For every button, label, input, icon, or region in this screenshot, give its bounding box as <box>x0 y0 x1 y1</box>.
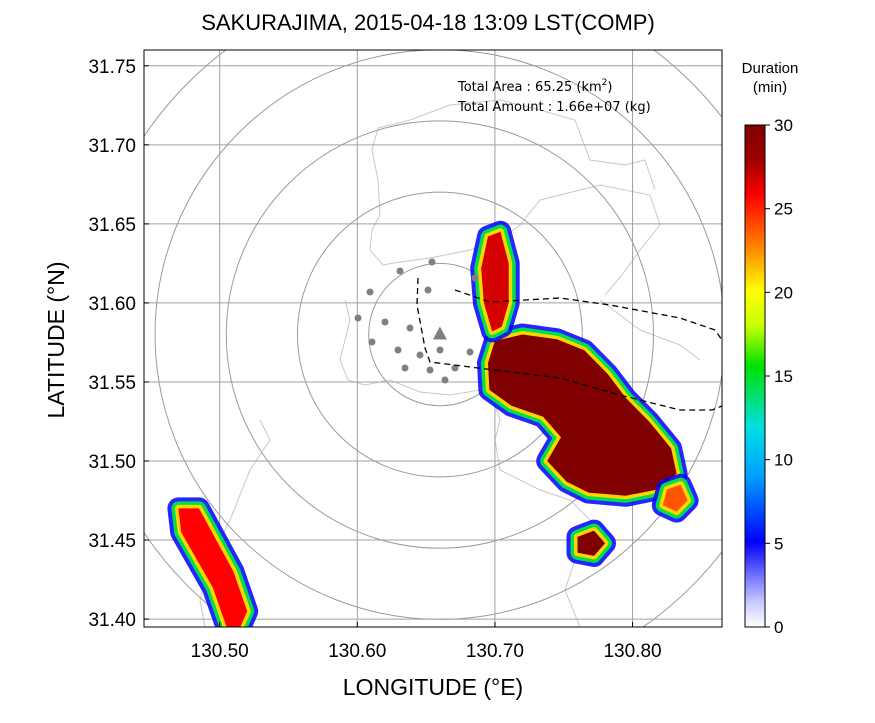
station-dot <box>368 338 376 346</box>
station-dot <box>401 364 409 372</box>
colorbar-tick-label: 5 <box>774 534 783 553</box>
deposit-east-cell <box>662 484 688 512</box>
deposit-south-cell <box>577 530 605 556</box>
colorbar-tick-label: 0 <box>774 618 783 637</box>
y-tick-label: 31.40 <box>88 610 136 631</box>
station-dot <box>354 314 362 322</box>
y-tick-label: 31.65 <box>88 215 136 236</box>
y-axis-label: LATITUDE (°N) <box>43 262 69 419</box>
coastline <box>199 99 701 627</box>
range-ring <box>225 120 655 549</box>
station-dot <box>426 366 434 374</box>
station-dot <box>396 267 404 275</box>
station-dot <box>366 288 374 296</box>
colorbar-tick-label: 25 <box>774 200 793 219</box>
x-tick-label: 130.70 <box>466 641 524 662</box>
x-tick-label: 130.60 <box>328 641 386 662</box>
station-dot <box>424 286 432 294</box>
total-area-label: Total Area : 65.25 (km2) <box>457 78 612 95</box>
y-tick-label: 31.45 <box>88 531 136 552</box>
deposit-southwest-band <box>178 508 248 627</box>
range-ring <box>144 50 722 627</box>
colorbar-title: Duration <box>742 60 799 77</box>
station-dot <box>381 318 389 326</box>
x-axis-label: LONGITUDE (°E) <box>343 674 523 700</box>
station-dot <box>394 346 402 354</box>
station-dot <box>428 258 436 266</box>
x-tick-label: 130.80 <box>603 641 661 662</box>
y-tick-label: 31.70 <box>88 136 136 157</box>
station-dot <box>466 348 474 356</box>
station-dot <box>436 346 444 354</box>
y-tick-label: 31.55 <box>88 373 136 394</box>
y-tick-label: 31.75 <box>88 57 136 78</box>
total-amount-label: Total Amount : 1.66e+07 (kg) <box>457 100 651 115</box>
y-tick-label: 31.60 <box>88 294 136 315</box>
station-dot <box>451 364 459 372</box>
chart-title: SAKURAJIMA, 2015-04-18 13:09 LST(COMP) <box>201 10 655 35</box>
colorbar-unit: (min) <box>753 79 787 96</box>
station-dot <box>441 376 449 384</box>
range-ring <box>296 191 583 478</box>
colorbar-tick-label: 15 <box>774 367 793 386</box>
colorbar-tick-label: 30 <box>774 116 793 135</box>
x-tick-label: 130.50 <box>191 641 249 662</box>
y-tick-label: 31.50 <box>88 452 136 473</box>
station-dot <box>416 351 424 359</box>
deposit-north-column <box>481 231 509 332</box>
volcano-marker <box>432 326 447 340</box>
colorbar-tick-label: 10 <box>774 451 793 470</box>
plot-frame <box>143 49 723 628</box>
station-dot <box>471 274 479 282</box>
colorbar <box>744 124 766 628</box>
colorbar-tick-label: 20 <box>774 283 793 302</box>
station-dot <box>406 324 414 332</box>
restricted-zone-boundary <box>416 277 722 411</box>
